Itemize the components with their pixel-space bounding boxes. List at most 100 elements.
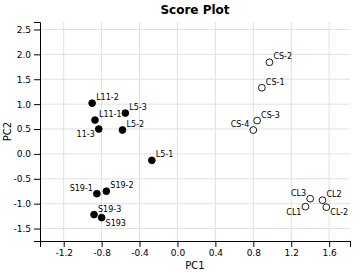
point-label: CS-2 (273, 52, 292, 61)
point-label: L5-3 (129, 103, 147, 112)
grid (40, 22, 350, 241)
point-label: CS-4 (231, 120, 250, 129)
tick-label: 0.5 (17, 124, 31, 134)
point (103, 188, 110, 195)
tick-mark (140, 241, 141, 247)
x-axis: -1.2 -0.8 -0.4 0.0 0.4 0.8 1.2 1.6 (41, 241, 351, 258)
y-axis: -1.5 -1.0 -0.5 0.0 0.5 1.0 1.5 2.0 2.5 (13, 23, 40, 242)
point-label: S19-2 (110, 181, 133, 190)
tick-label: -0.5 (13, 174, 31, 184)
tick-mark (34, 229, 40, 230)
point (258, 84, 265, 91)
tick: 1.2 (285, 241, 299, 258)
plot: -1.2 -0.8 -0.4 0.0 0.4 0.8 1.2 1.6 -1.5 -1.0 -0.5 0… (13, 22, 350, 258)
tick-label: 0.4 (209, 248, 224, 258)
tick-label: 2.5 (17, 25, 31, 35)
point (148, 157, 155, 164)
point-label: L11-1 (99, 110, 122, 119)
axis-line (34, 23, 41, 242)
tick: 0.0 (171, 241, 186, 258)
tick: -1.5 (13, 224, 40, 234)
point (122, 110, 129, 117)
grid-line (40, 228, 350, 229)
tick-label: -0.8 (93, 248, 111, 258)
tick-mark (329, 241, 330, 247)
tick: 0.4 (209, 241, 224, 258)
point-labels: L11-2L11-111-3L5-3L5-2L5-1S19-1S19-2S19-… (70, 52, 349, 227)
tick-label: 1.2 (285, 248, 299, 258)
tick: -0.5 (13, 174, 40, 184)
tick-mark (34, 104, 40, 105)
tick-label: 0.0 (171, 248, 186, 258)
grid-line (40, 153, 350, 154)
tick-mark (34, 204, 40, 205)
point (250, 127, 257, 134)
tick-mark (253, 241, 254, 247)
point (307, 195, 314, 202)
tick-label: -1.5 (13, 224, 31, 234)
y-axis-title: PC2 (2, 122, 13, 141)
tick-label: -1.2 (55, 248, 73, 258)
point (92, 117, 99, 124)
grid-line (40, 54, 350, 55)
points (89, 59, 330, 221)
tick: -1.0 (13, 199, 40, 209)
tick-mark (177, 241, 178, 247)
point (323, 204, 330, 211)
tick: -0.8 (93, 241, 111, 258)
point-label: S193 (106, 219, 126, 228)
tick-label: 1.5 (17, 75, 31, 85)
point (119, 127, 126, 134)
tick: 2.5 (17, 25, 40, 35)
tick-label: 2.0 (17, 50, 32, 60)
point-label: CL1 (286, 208, 301, 217)
point-label: CL3 (291, 189, 306, 198)
grid-line (40, 104, 350, 105)
tick: 0.8 (247, 241, 262, 258)
point-label: S19-3 (98, 205, 121, 214)
axis-line (41, 242, 351, 248)
point (98, 214, 105, 221)
tick: 0.0 (17, 149, 40, 159)
tick-mark (34, 79, 40, 80)
tick-mark (64, 241, 65, 247)
tick-mark (34, 129, 40, 130)
point-label: S19-1 (70, 184, 93, 193)
tick-mark (34, 54, 40, 55)
grid-line (40, 79, 350, 80)
tick-label: 1.0 (17, 100, 32, 110)
point-label: 11-3 (77, 130, 95, 139)
title: Score Plot (160, 3, 229, 17)
tick: 2.0 (17, 50, 40, 60)
point (93, 190, 100, 197)
tick: -0.4 (131, 241, 149, 258)
tick-label: 0.8 (247, 248, 262, 258)
point-label: CL-2 (330, 208, 348, 217)
tick: 0.5 (17, 124, 40, 134)
point-label: L11-2 (96, 93, 119, 102)
tick-mark (215, 241, 216, 247)
x-axis-title: PC1 (185, 260, 204, 271)
point-label: L5-2 (126, 120, 144, 129)
tick-mark (102, 241, 103, 247)
tick-mark (34, 179, 40, 180)
point-label: CS-1 (266, 78, 285, 87)
point (266, 59, 273, 66)
tick-mark (291, 241, 292, 247)
chart: -1.2 -0.8 -0.4 0.0 0.4 0.8 1.2 1.6 -1.5 -1.0 -0.5 0… (0, 0, 360, 273)
point (91, 211, 98, 218)
point (302, 203, 309, 210)
grid-line (40, 178, 350, 179)
tick-mark (34, 29, 40, 30)
tick: 1.0 (17, 100, 40, 110)
point-label: CL2 (327, 190, 342, 199)
tick: 1.5 (17, 75, 40, 85)
point (254, 117, 261, 124)
tick-label: -0.4 (131, 248, 149, 258)
tick-label: 0.0 (17, 149, 32, 159)
tick-label: 1.6 (322, 248, 337, 258)
point (95, 126, 102, 133)
tick: 1.6 (322, 241, 337, 258)
tick: -1.2 (55, 241, 73, 258)
point-label: CS-3 (261, 111, 280, 120)
